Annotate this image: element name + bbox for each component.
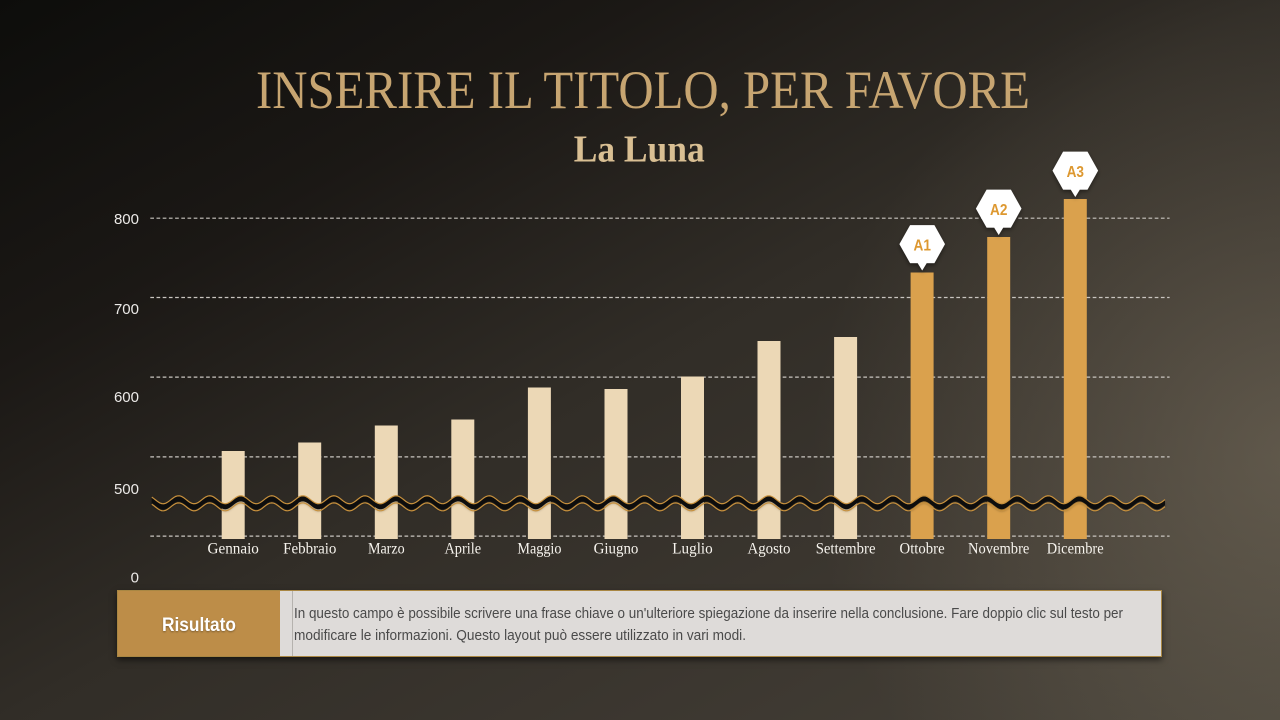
svg-text:Maggio: Maggio (517, 541, 561, 558)
svg-text:Giugno: Giugno (594, 541, 639, 558)
svg-text:La Luna: La Luna (574, 129, 705, 171)
svg-text:A1: A1 (914, 238, 931, 255)
svg-text:Dicembre: Dicembre (1047, 541, 1104, 558)
svg-text:A3: A3 (1067, 164, 1084, 181)
svg-text:600: 600 (114, 389, 139, 406)
svg-text:Settembre: Settembre (816, 541, 876, 558)
svg-text:Novembre: Novembre (968, 541, 1029, 558)
svg-text:Agosto: Agosto (748, 541, 791, 558)
svg-text:In questo campo è possibile sc: In questo campo è possibile scrivere una… (294, 606, 1123, 622)
svg-text:INSERIRE IL TITOLO, PER FAVORE: INSERIRE IL TITOLO, PER FAVORE (256, 60, 1030, 120)
svg-text:Gennaio: Gennaio (208, 541, 260, 558)
svg-text:Aprile: Aprile (444, 541, 481, 558)
svg-text:700: 700 (114, 301, 139, 318)
svg-text:A2: A2 (990, 202, 1007, 219)
svg-text:0: 0 (131, 570, 139, 587)
svg-text:Ottobre: Ottobre (900, 541, 945, 558)
svg-text:Marzo: Marzo (368, 541, 405, 558)
svg-text:Luglio: Luglio (672, 541, 713, 558)
svg-text:modificare le informazioni. Qu: modificare le informazioni. Questo layou… (294, 628, 746, 644)
svg-text:800: 800 (114, 211, 139, 228)
svg-text:500: 500 (114, 481, 139, 498)
svg-text:Febbraio: Febbraio (283, 541, 337, 558)
svg-text:Risultato: Risultato (162, 615, 236, 636)
